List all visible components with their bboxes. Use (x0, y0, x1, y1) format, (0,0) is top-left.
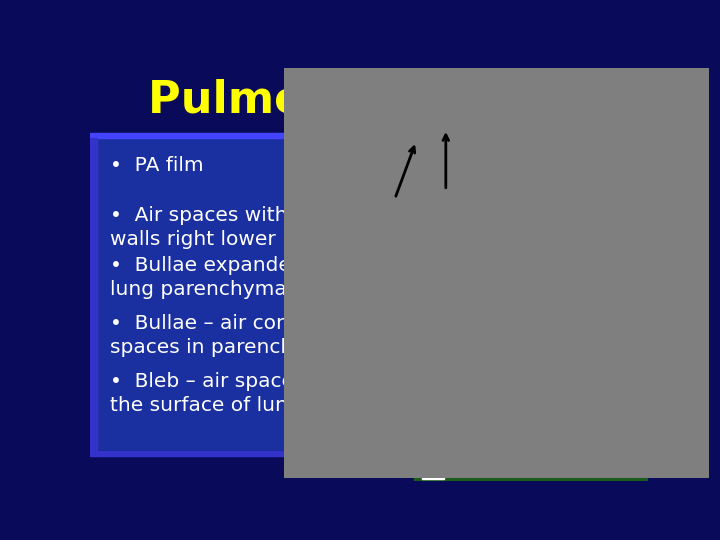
Text: •  Air spaces with arcuate
walls right lower lobe: • Air spaces with arcuate walls right lo… (109, 206, 370, 249)
Bar (90, 65, 648, 133)
Bar (90, 133, 648, 138)
Text: MICHIGAN STATE UNIVERSITY: MICHIGAN STATE UNIVERSITY (492, 463, 598, 469)
Bar (413, 456, 648, 481)
Text: Radiology: Radiology (492, 463, 569, 477)
Text: Pulmonary Bullae: Pulmonary Bullae (148, 79, 590, 122)
Text: •  Bleb – air space on
the surface of lung: • Bleb – air space on the surface of lun… (109, 373, 325, 415)
Text: •  Bullae expanded within
lung parenchyma: • Bullae expanded within lung parenchyma (109, 256, 371, 299)
Text: •  PA film: • PA film (109, 156, 203, 176)
Bar (90, 451, 648, 456)
Bar (422, 456, 444, 478)
Bar (90, 451, 648, 481)
Bar (90, 138, 96, 451)
Bar (90, 138, 648, 451)
Text: •  Bullae – air containing
spaces in parenchyma: • Bullae – air containing spaces in pare… (109, 314, 358, 357)
